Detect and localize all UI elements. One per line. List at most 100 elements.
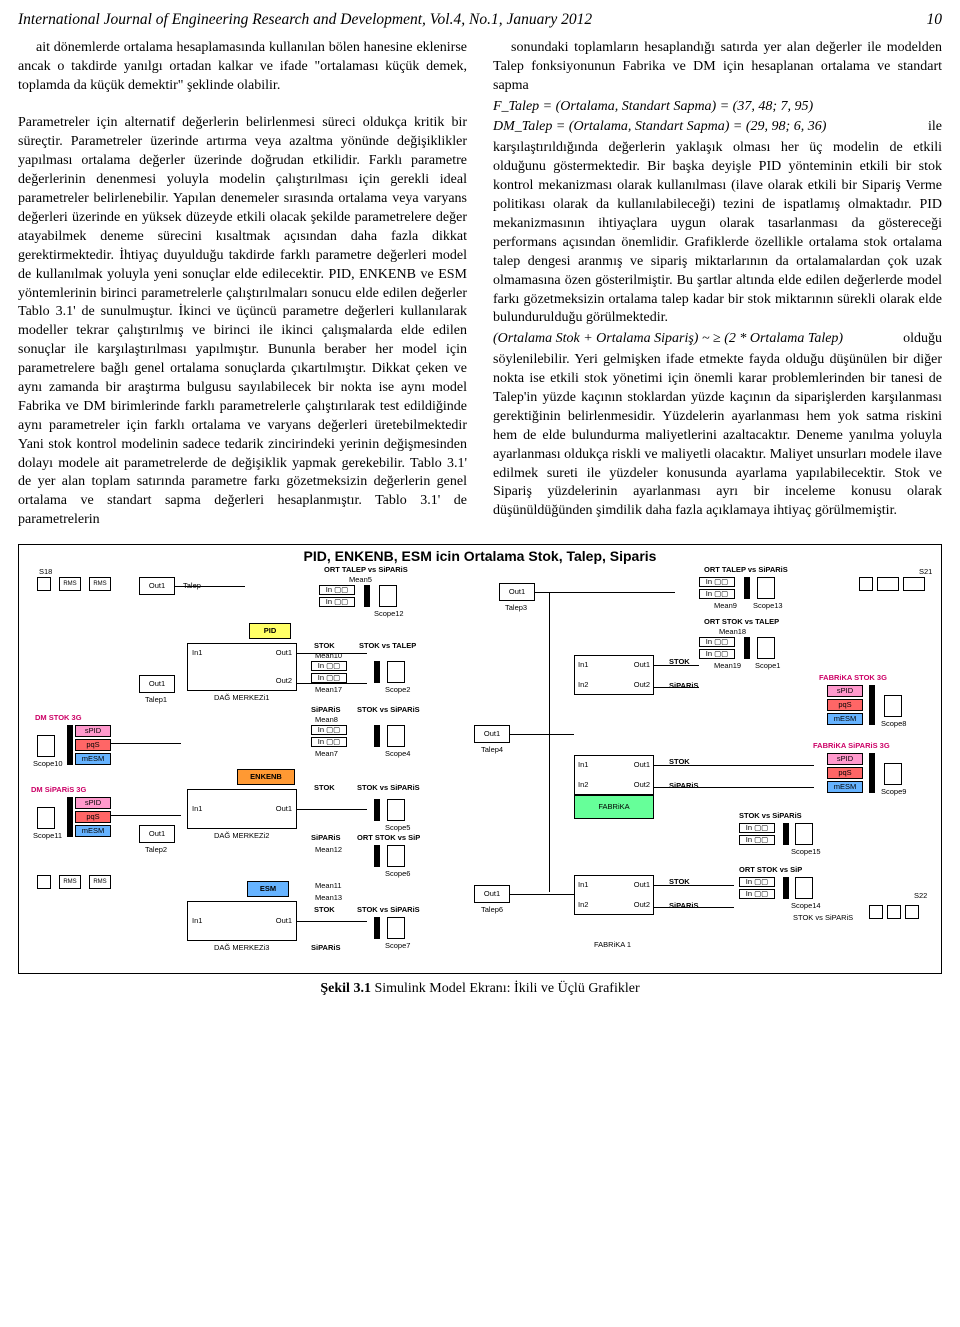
scope-9 [884,763,902,785]
right-intro: sonundaki toplamların hesaplandığı satır… [493,39,942,96]
block-dag-merkezi2: In1 Out1 [187,789,297,829]
formula-dmtalep-suffix: ile [928,118,942,137]
block-mesm-3: mESM [827,713,863,725]
label-dag2: DAĞ MERKEZi2 [214,831,269,841]
label-scope10: Scope10 [33,759,63,769]
label-talep2: Talep2 [145,845,167,855]
right-rest: karşılaştırıldığında değerlerin yaklaşık… [493,139,942,328]
demux-r2 [744,637,750,659]
label-fabrika1: FABRiKA 1 [594,940,631,950]
scope-11 [37,807,55,829]
block-talep2: Out1 [139,825,175,843]
label-mean7: Mean7 [315,749,338,759]
label-scope1: Scope1 [755,661,780,671]
block-rms-bl2: RMS [59,875,81,889]
label-scope11: Scope11 [33,831,62,841]
label-stok-sip-2: STOK vs SiPARiS [357,783,420,793]
label-talep3: Talep3 [505,603,527,613]
scope-12 [379,585,397,607]
label-scope8: Scope8 [881,719,906,729]
block-stok1-in1: In ▢▢ [311,661,347,671]
label-mean18: Mean18 [719,627,746,637]
block-rms-in [37,577,51,591]
block-dag-merkezi3: In1 Out1 [187,901,297,941]
formula-compare-eq: (Ortalama Stok + Ortalama Sipariş) ~ ≥ (… [493,331,843,346]
label-mean17: Mean17 [315,685,342,695]
demux-6 [374,917,380,939]
label-fab-stok-3g: FABRiKA STOK 3G [819,673,887,683]
dm1-out1: Out1 [276,648,292,658]
label-dag3: DAĞ MERKEZi3 [214,943,269,953]
figure-caption: Şekil 3.1 Simulink Model Ekranı: İkili v… [0,976,960,1011]
label-talep4: Talep4 [481,745,503,755]
block-s21a [859,577,873,591]
label-mean12: Mean12 [315,845,342,855]
label-s18: S18 [39,567,52,577]
wire-j [654,787,814,788]
scope-8 [884,695,902,717]
demux-r4 [783,877,789,899]
demux-fabsip [869,753,875,793]
label-scope7: Scope7 [385,941,410,951]
dm1-out2: Out2 [276,676,292,686]
page-number: 10 [927,10,943,31]
block-dag-merkezi1: In1 Out1 Out2 [187,643,297,691]
label-siparis-3: SiPARiS [311,943,340,953]
wire-a [297,653,367,654]
label-fab-sip-3g: FABRiKA SiPARiS 3G [813,741,890,751]
label-scope14: Scope14 [791,901,821,911]
block-talep-src: Out1 [139,577,175,595]
wire-h [654,687,699,688]
scope-1 [757,637,775,659]
label-scope4: Scope4 [385,749,410,759]
block-talep4: Out1 [474,725,510,743]
label-stok-sip-3: STOK vs SiPARiS [357,905,420,915]
body-columns: ait dönemlerde ortalama hesaplamasında k… [0,33,960,540]
scope-10 [37,735,55,757]
block-rms-bl1 [37,875,51,889]
block-r-in1: In ▢▢ [699,577,735,587]
block-r2-in1: In ▢▢ [739,877,775,887]
label-mean19: Mean19 [714,661,741,671]
demux-dmstok [67,725,73,765]
demux-5 [374,845,380,867]
label-stok-2: STOK [314,783,335,793]
demux-r1 [744,577,750,599]
label-mean11: Mean11 [315,881,342,891]
label-stok-3: STOK [314,905,335,915]
label-dag1: DAĞ MERKEZi1 [214,693,269,703]
label-s22: S22 [914,891,927,901]
figure-caption-text: Simulink Model Ekranı: İkili ve Üçlü Gra… [374,981,639,996]
label-mean5: Mean5 [349,575,372,585]
label-scope2: Scope2 [385,685,410,695]
block-pqs-2: pqS [75,811,111,823]
label-dm-sip-3g: DM SiPARiS 3G [31,785,86,795]
demux-2 [374,661,380,683]
block-mesm-4: mESM [827,781,863,793]
wire-dm2 [111,815,181,816]
label-ort-stok-talep: ORT STOK vs TALEP [704,617,779,627]
right-column: sonundaki toplamların hesaplandığı satır… [493,39,942,530]
block-rms1: RMS [59,577,81,591]
block-rms2: RMS [89,577,111,591]
dm3-out1: Out1 [276,916,292,926]
wire-f [510,894,574,895]
wire-l [654,907,734,908]
dm2-out1: Out1 [276,804,292,814]
label-stok1: STOK [314,641,335,651]
block-ost-in1: In ▢▢ [699,637,735,647]
block-pqs-3: pqS [827,699,863,711]
wire-1 [175,586,245,587]
block-talep6: Out1 [474,885,510,903]
label-talep6: Talep6 [481,905,503,915]
block-mid-1: In1 Out1 In2 Out2 [574,655,654,695]
block-pqs-1: pqS [75,739,111,751]
block-mid-2: In1 Out1 In2 Out2 [574,755,654,795]
label-stok-talep-1: STOK vs TALEP [359,641,416,651]
demux-dmsip [67,797,73,837]
left-column: ait dönemlerde ortalama hesaplamasında k… [18,39,467,530]
label-ort-talep-sip-r: ORT TALEP vs SiPARiS [704,565,788,575]
scope-15-blk [795,823,813,845]
label-dm-stok-3g: DM STOK 3G [35,713,82,723]
block-talep1: Out1 [139,675,175,693]
